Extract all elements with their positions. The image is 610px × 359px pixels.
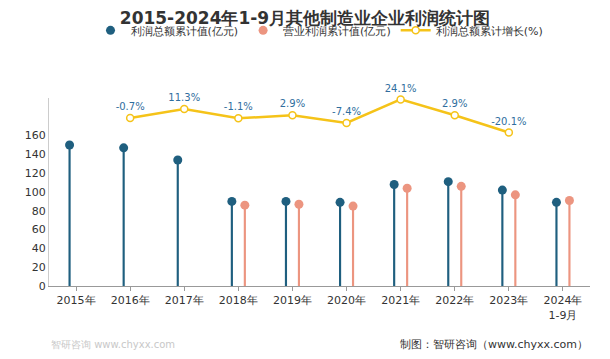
svg-text:营业利润累计值(亿元): 营业利润累计值(亿元) <box>283 25 391 38</box>
svg-text:2019年: 2019年 <box>273 294 312 307</box>
svg-text:-7.4%: -7.4% <box>332 106 361 117</box>
svg-text:40: 40 <box>32 242 46 255</box>
svg-text:24.1%: 24.1% <box>385 83 417 94</box>
svg-text:2.9%: 2.9% <box>280 98 305 109</box>
svg-text:140: 140 <box>25 148 46 161</box>
svg-text:利润总额累计值(亿元): 利润总额累计值(亿元) <box>131 25 239 38</box>
svg-text:利润总额累计增长(%): 利润总额累计增长(%) <box>436 25 543 38</box>
svg-text:20: 20 <box>32 261 46 274</box>
svg-text:-1.1%: -1.1% <box>224 101 253 112</box>
svg-text:-0.7%: -0.7% <box>116 101 145 112</box>
svg-text:2017年: 2017年 <box>165 294 204 307</box>
svg-text:2023年: 2023年 <box>489 294 528 307</box>
svg-text:2020年: 2020年 <box>327 294 366 307</box>
svg-text:11.3%: 11.3% <box>168 92 200 103</box>
svg-text:160: 160 <box>25 129 46 142</box>
svg-text:2015年: 2015年 <box>57 294 96 307</box>
svg-text:2.9%: 2.9% <box>442 98 467 109</box>
svg-text:2018年: 2018年 <box>219 294 258 307</box>
svg-text:120: 120 <box>25 167 46 180</box>
svg-text:2022年: 2022年 <box>435 294 474 307</box>
svg-text:60: 60 <box>32 223 46 236</box>
svg-text:制图：智研咨询（www.chyxx.com）: 制图：智研咨询（www.chyxx.com） <box>400 338 588 351</box>
svg-text:智研咨询 www.chyxx.com: 智研咨询 www.chyxx.com <box>51 339 175 350</box>
svg-text:2024年1-9月: 2024年1-9月 <box>543 294 582 321</box>
svg-text:2015-2024年1-9月其他制造业企业利润统计图: 2015-2024年1-9月其他制造业企业利润统计图 <box>120 8 490 28</box>
svg-text:80: 80 <box>32 205 46 218</box>
svg-text:-20.1%: -20.1% <box>491 116 526 127</box>
svg-text:100: 100 <box>25 186 46 199</box>
svg-text:0: 0 <box>39 280 46 293</box>
svg-text:2021年: 2021年 <box>381 294 420 307</box>
svg-text:2016年: 2016年 <box>111 294 150 307</box>
